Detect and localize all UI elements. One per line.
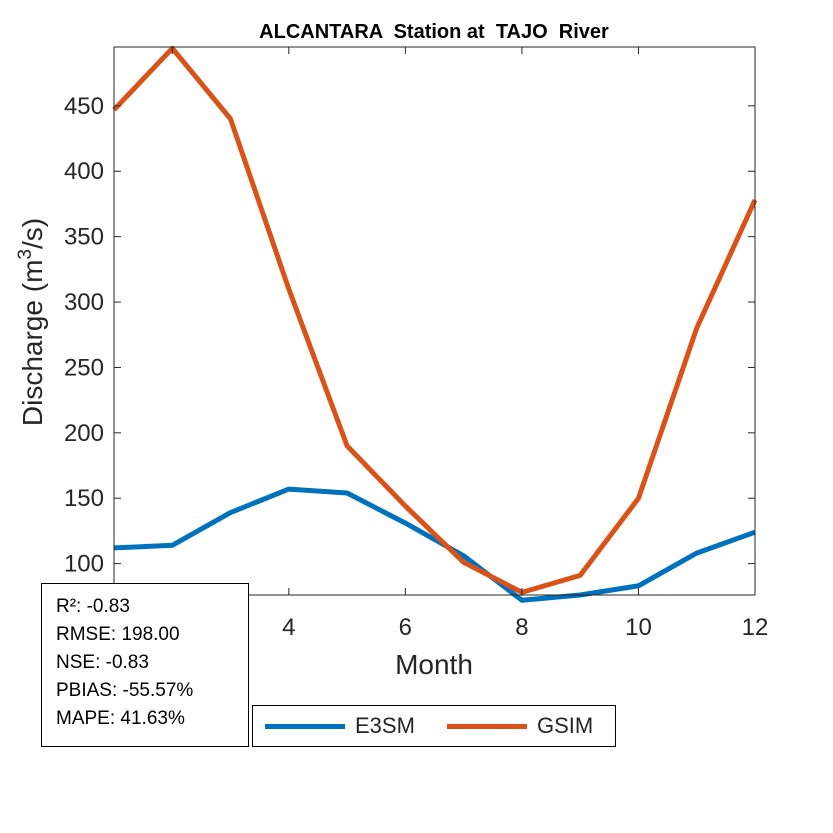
- y-tick-label: 350: [64, 224, 104, 251]
- legend-item-e3sm: E3SM: [265, 706, 415, 746]
- x-tick-label: 6: [399, 614, 412, 641]
- metric-rmse: RMSE: 198.00: [56, 624, 180, 645]
- y-axis-label: Discharge (m3/s): [15, 218, 48, 426]
- legend-swatch-gsim: [447, 723, 527, 729]
- y-axis-label-end: /s): [17, 218, 48, 249]
- y-tick-label: 400: [64, 158, 104, 185]
- axes-frame: [113, 46, 756, 596]
- metrics-box: R²: -0.83 RMSE: 198.00 NSE: -0.83 PBIAS:…: [41, 583, 249, 747]
- y-tick-label: 150: [64, 485, 104, 512]
- x-tick-label: 8: [515, 614, 528, 641]
- legend-swatch-e3sm: [265, 723, 345, 729]
- y-tick-label: 450: [64, 93, 104, 120]
- x-axis-label: Month: [395, 649, 473, 680]
- legend-label-e3sm: E3SM: [355, 713, 415, 738]
- chart-title: ALCANTARA Station at TAJO River: [259, 21, 609, 43]
- y-tick-label: 100: [64, 551, 104, 578]
- plot-area: [114, 47, 755, 595]
- y-tick-label: 200: [64, 420, 104, 447]
- metric-pbias: PBIAS: -55.57%: [56, 680, 194, 701]
- y-axis-label-main: Discharge (m: [17, 260, 48, 426]
- metric-mape: MAPE: 41.63%: [56, 708, 185, 729]
- x-tick-label: 10: [625, 614, 652, 641]
- y-tick-label: 300: [64, 289, 104, 316]
- y-tick-label: 250: [64, 354, 104, 381]
- legend-label-gsim: GSIM: [537, 713, 594, 738]
- series-line-gsim: [112, 45, 758, 595]
- metric-r2: R²: -0.83: [56, 596, 130, 617]
- legend-item-gsim: GSIM: [447, 706, 593, 746]
- legend: E3SM GSIM: [252, 705, 616, 747]
- series-line-e3sm: [113, 486, 756, 603]
- x-tick-label: 4: [282, 614, 295, 641]
- y-axis-label-superscript: 3: [15, 249, 36, 260]
- x-tick-label: 12: [742, 614, 769, 641]
- metric-nse: NSE: -0.83: [56, 652, 149, 673]
